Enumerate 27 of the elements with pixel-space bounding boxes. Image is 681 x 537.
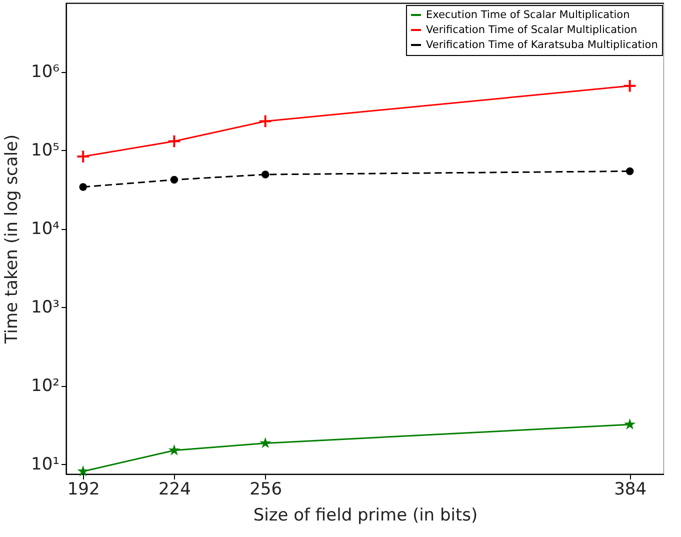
x-axis-title: Size of field prime (in bits) xyxy=(253,506,478,526)
point xyxy=(260,437,272,448)
point xyxy=(168,444,180,456)
point xyxy=(624,418,636,430)
y-tick-label: 10¹ xyxy=(31,454,60,475)
legend-label: Verification Time of Scalar Multiplication xyxy=(426,24,638,36)
point xyxy=(626,167,634,176)
point xyxy=(170,176,178,184)
point xyxy=(77,465,89,476)
legend-label: Verification Time of Karatsuba Multiplication xyxy=(426,39,658,51)
x-tick-label: 224 xyxy=(158,480,191,500)
y-axis-title: Time taken (in log scale) xyxy=(2,134,22,345)
y-tick-label: 10⁵ xyxy=(31,140,60,161)
x-tick-label: 256 xyxy=(250,480,282,500)
point xyxy=(622,78,637,93)
point xyxy=(79,183,87,191)
y-tick-label: 10⁴ xyxy=(31,219,60,240)
legend-label: Execution Time of Scalar Multiplication xyxy=(426,9,630,21)
point xyxy=(76,150,90,164)
point xyxy=(261,170,270,178)
x-tick-label: 192 xyxy=(67,480,100,500)
point xyxy=(167,134,182,148)
y-tick-label: 10³ xyxy=(31,298,60,318)
point xyxy=(258,114,272,128)
y-tick-label: 10² xyxy=(31,376,60,396)
x-tick-label: 384 xyxy=(614,480,647,500)
y-tick-label: 10⁶ xyxy=(31,62,60,82)
